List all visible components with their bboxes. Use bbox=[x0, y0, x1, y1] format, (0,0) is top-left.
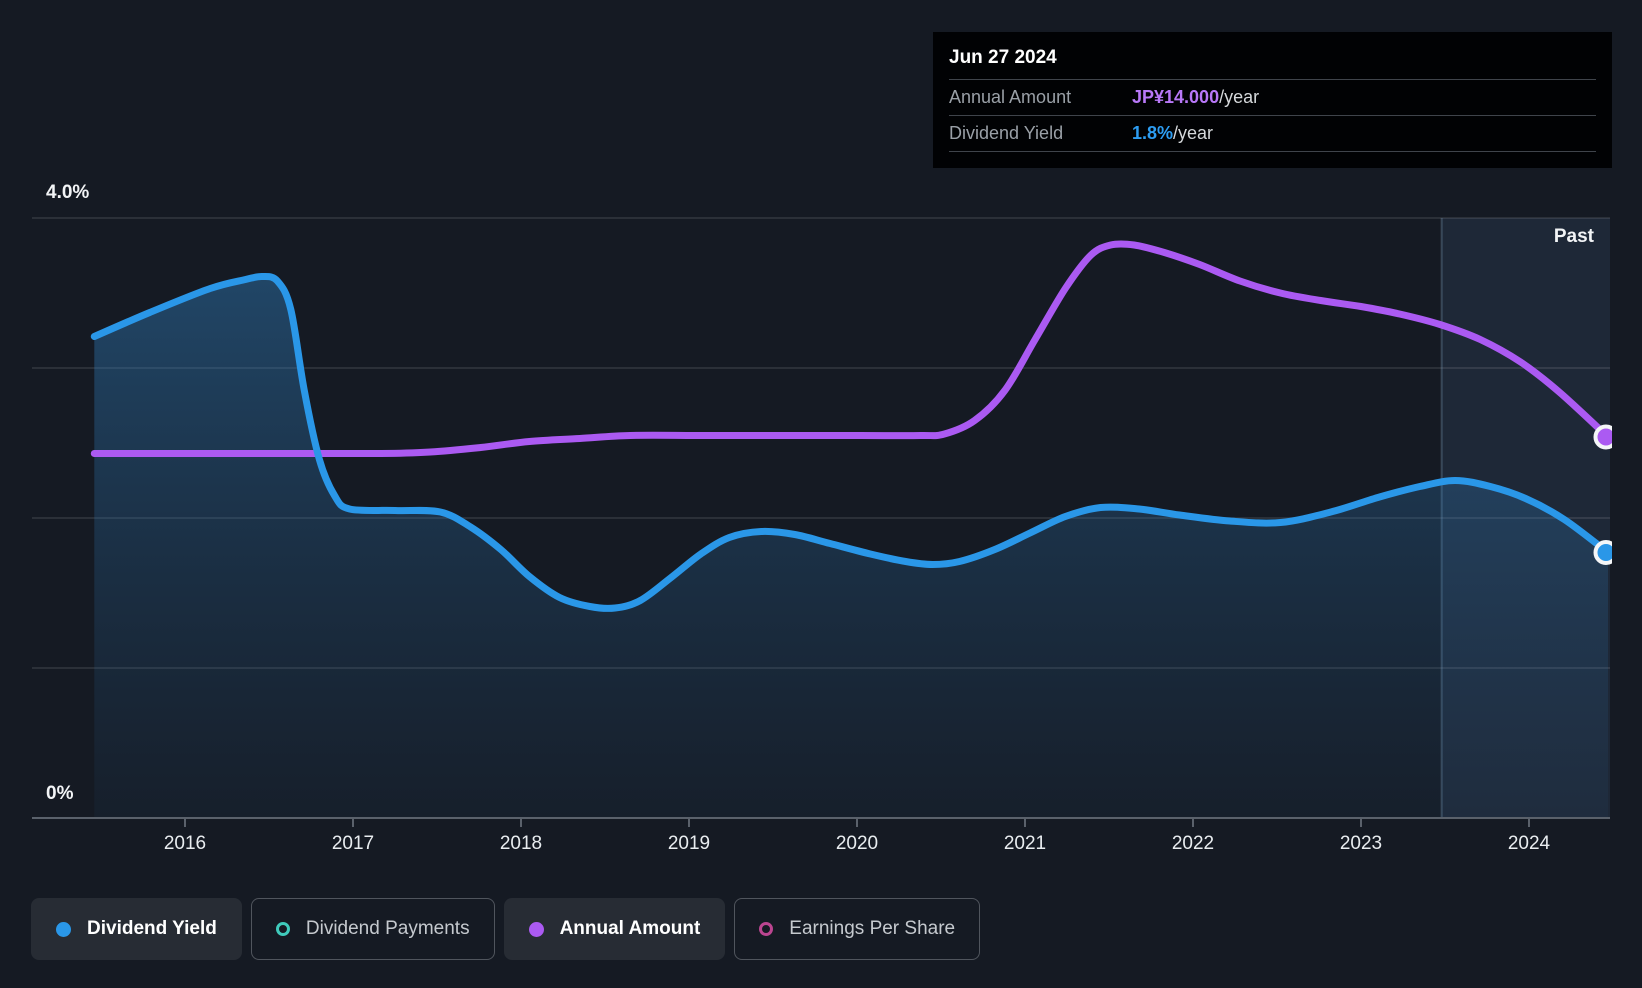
tooltip-value-dividend-yield: 1.8% bbox=[1132, 123, 1174, 143]
annual-amount-swatch-icon bbox=[528, 921, 544, 937]
x-axis-year-label: 2024 bbox=[1507, 833, 1551, 854]
past-region-label: Past bbox=[1553, 226, 1594, 247]
dividend-yield-area bbox=[94, 276, 1608, 818]
tooltip-value-suffix: /year bbox=[1219, 87, 1260, 107]
annual-amount-line bbox=[90, 240, 1612, 458]
legend-button-annual-amount[interactable]: Annual Amount bbox=[503, 898, 726, 960]
tooltip-label: Annual Amount bbox=[949, 87, 1072, 107]
tooltip-label: Dividend Yield bbox=[949, 123, 1064, 143]
tooltip-value-annual-amount: JP¥14.000 bbox=[1132, 87, 1220, 107]
legend-label: Dividend Yield bbox=[87, 918, 217, 939]
y-axis-label-bottom: 0% bbox=[46, 783, 74, 804]
x-axis-year-label: 2022 bbox=[1171, 833, 1215, 854]
dividend-yield-swatch-icon bbox=[56, 921, 71, 937]
legend-label: Dividend Payments bbox=[305, 918, 470, 939]
annual-amount-end-marker bbox=[1593, 424, 1612, 450]
chart-tooltip: Jun 27 2024 Annual Amount JP¥14.000 /yea… bbox=[933, 32, 1612, 168]
tooltip-row-dividend-yield: Dividend Yield 1.8% /year bbox=[949, 115, 1596, 151]
x-axis-year-label: 2019 bbox=[667, 833, 711, 854]
x-axis-year-label: 2023 bbox=[1339, 833, 1383, 854]
y-axis-label-top: 4.0% bbox=[46, 182, 90, 203]
x-axis-year-label: 2020 bbox=[835, 833, 879, 854]
x-axis-year-label: 2021 bbox=[1003, 833, 1047, 854]
x-axis-year-label: 2017 bbox=[331, 833, 375, 854]
tooltip-bottom-divider bbox=[949, 151, 1596, 168]
x-axis-year-label: 2018 bbox=[499, 833, 543, 854]
dividend-yield-end-marker bbox=[1593, 540, 1612, 565]
legend-label: Annual Amount bbox=[559, 918, 701, 939]
dividend-payments-swatch-icon bbox=[275, 922, 290, 936]
legend-button-dividend-payments[interactable]: Dividend Payments bbox=[250, 898, 495, 960]
legend-button-earnings-per-share[interactable]: Earnings Per Share bbox=[734, 898, 981, 960]
tooltip-row-annual-amount: Annual Amount JP¥14.000 /year bbox=[949, 79, 1596, 115]
tooltip-date: Jun 27 2024 bbox=[949, 47, 1057, 68]
legend-button-dividend-yield[interactable]: Dividend Yield bbox=[31, 898, 242, 960]
dividend-yield-line bbox=[90, 272, 1612, 612]
x-axis-year-label: 2016 bbox=[163, 833, 207, 854]
tooltip-value-suffix: /year bbox=[1173, 123, 1214, 143]
chart-legend: Dividend Yield Dividend Payments Annual … bbox=[31, 898, 981, 960]
legend-label: Earnings Per Share bbox=[789, 918, 956, 939]
earnings-per-share-swatch-icon bbox=[759, 922, 774, 936]
